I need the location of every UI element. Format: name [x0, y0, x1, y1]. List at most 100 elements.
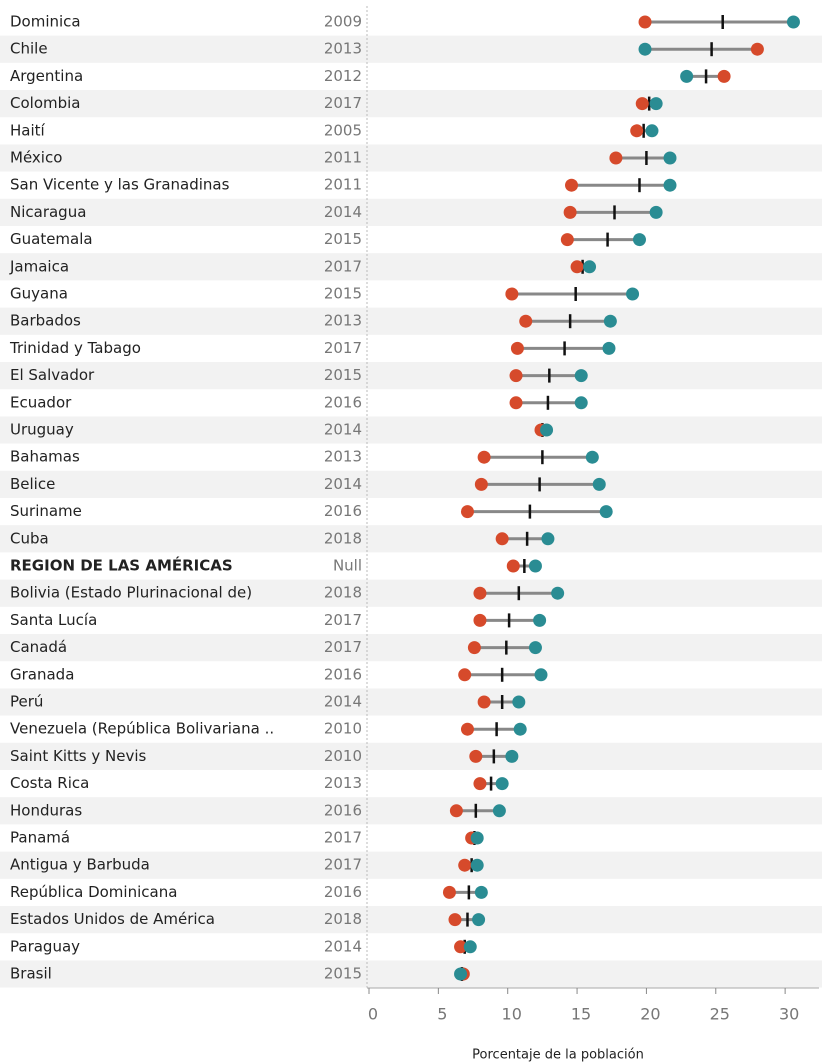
year-label: 2016: [324, 801, 362, 819]
x-tick-label: 10: [502, 1005, 522, 1024]
dot: [563, 205, 577, 219]
dot: [635, 97, 649, 111]
x-tick-label: 20: [640, 1005, 660, 1024]
year-label: 2010: [324, 720, 362, 738]
row-stripe: [0, 634, 822, 662]
category-label: Saint Kitts y Nevis: [10, 747, 147, 765]
dot: [495, 777, 509, 791]
year-label: 2018: [324, 910, 362, 928]
category-label: Barbados: [10, 312, 81, 330]
category-label: Venezuela (República Bolivariana ..: [10, 720, 274, 738]
dot: [750, 42, 764, 56]
dot: [551, 586, 565, 600]
axis-label: Porcentaje de la población: [472, 1048, 644, 1063]
dot: [454, 940, 468, 954]
dot: [533, 613, 547, 627]
category-label: Santa Lucía: [10, 611, 97, 629]
category-label: República Dominicana: [10, 883, 177, 901]
dot: [458, 668, 472, 682]
year-label: 2012: [324, 67, 362, 85]
year-label: 2013: [324, 40, 362, 58]
dot: [519, 314, 533, 328]
year-label: 2010: [324, 747, 362, 765]
year-label: 2013: [324, 448, 362, 466]
dot: [458, 858, 472, 872]
year-label: 2014: [324, 421, 362, 439]
category-label: Trinidad y Tabago: [9, 339, 141, 357]
category-label: Colombia: [10, 94, 81, 112]
year-label: 2016: [324, 393, 362, 411]
row-stripe: [0, 470, 822, 498]
category-label: Canadá: [10, 638, 67, 656]
year-label: 2014: [324, 475, 362, 493]
dot: [574, 369, 588, 383]
row-stripe: [0, 525, 822, 553]
year-label: 2015: [324, 366, 362, 384]
dot: [663, 151, 677, 165]
dot: [460, 505, 474, 519]
year-label: 2014: [324, 937, 362, 955]
category-label: Suriname: [10, 502, 82, 520]
dot: [570, 260, 584, 274]
year-label: 2011: [324, 176, 362, 194]
x-tick-label: 25: [710, 1005, 730, 1024]
dot: [585, 450, 599, 464]
dot: [506, 559, 520, 573]
category-label: Chile: [10, 40, 48, 58]
dot: [602, 341, 616, 355]
dot: [592, 477, 606, 491]
category-label: REGION DE LAS AMÉRICAS: [10, 556, 233, 575]
row-stripe: [0, 742, 822, 770]
year-label: 2017: [324, 257, 362, 275]
year-label: 2011: [324, 149, 362, 167]
dot: [469, 749, 483, 763]
row-stripe: [0, 307, 822, 335]
category-label: Argentina: [10, 67, 83, 85]
year-label: 2017: [324, 94, 362, 112]
category-label: Guyana: [10, 285, 68, 303]
year-label: 2017: [324, 856, 362, 874]
row-stripe: [0, 688, 822, 716]
dot: [638, 42, 652, 56]
row-stripe: [0, 362, 822, 390]
dot: [510, 341, 524, 355]
dot: [505, 287, 519, 301]
dot: [565, 178, 579, 192]
dot: [474, 477, 488, 491]
dot: [717, 69, 731, 83]
dot: [626, 287, 640, 301]
dot: [663, 178, 677, 192]
category-label: Antigua y Barbuda: [10, 856, 150, 874]
category-label: Nicaragua: [10, 203, 86, 221]
dot: [599, 505, 613, 519]
dot: [449, 804, 463, 818]
row-stripe: [0, 198, 822, 226]
dot: [454, 967, 468, 981]
dot: [492, 804, 506, 818]
category-label: Granada: [10, 665, 74, 683]
year-label: 2013: [324, 774, 362, 792]
dot: [632, 233, 646, 247]
x-tick-label: 5: [437, 1005, 447, 1024]
dot: [460, 722, 474, 736]
dot: [574, 396, 588, 410]
dot: [560, 233, 574, 247]
year-label: 2009: [324, 13, 362, 31]
dot: [512, 695, 526, 709]
category-label: Ecuador: [10, 393, 72, 411]
dot: [442, 885, 456, 899]
dot: [467, 641, 481, 655]
dot: [495, 532, 509, 546]
dot: [509, 396, 523, 410]
row-stripe: [0, 851, 822, 879]
dot: [645, 124, 659, 138]
x-tick-label: 0: [368, 1005, 378, 1024]
dot: [448, 913, 462, 927]
dot: [638, 15, 652, 29]
category-label: San Vicente y las Granadinas: [10, 176, 230, 194]
dot: [463, 940, 477, 954]
row-stripe: [0, 960, 822, 988]
category-label: Uruguay: [10, 421, 74, 439]
dot: [609, 151, 623, 165]
year-label: 2017: [324, 611, 362, 629]
